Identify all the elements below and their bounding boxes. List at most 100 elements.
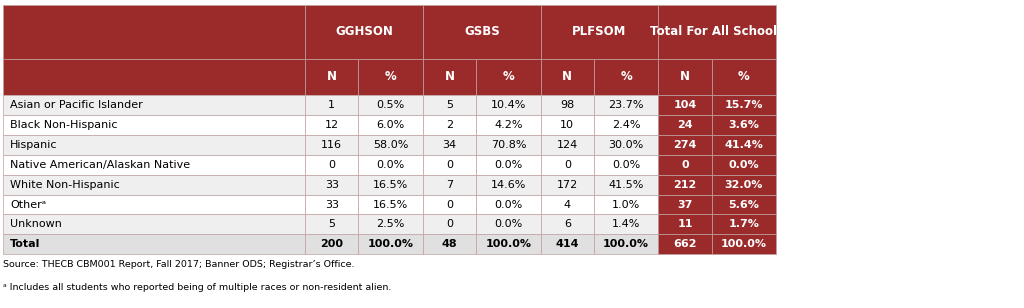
Bar <box>594 214 658 234</box>
Text: 414: 414 <box>556 239 579 249</box>
Bar <box>423 234 476 254</box>
Text: 16.5%: 16.5% <box>373 200 409 209</box>
Text: 11: 11 <box>677 219 693 229</box>
Bar <box>476 175 541 195</box>
Text: 0.5%: 0.5% <box>377 100 404 110</box>
Text: 0: 0 <box>446 200 453 209</box>
Bar <box>541 234 594 254</box>
Text: 12: 12 <box>325 120 339 130</box>
Bar <box>712 59 776 95</box>
Bar <box>423 195 476 214</box>
Text: Total For All Schools: Total For All Schools <box>650 25 784 38</box>
Bar <box>541 95 594 115</box>
Text: %: % <box>503 71 514 83</box>
Text: 200: 200 <box>321 239 343 249</box>
Text: 0: 0 <box>681 160 689 170</box>
Bar <box>423 214 476 234</box>
Text: 2.4%: 2.4% <box>612 120 640 130</box>
Bar <box>305 234 358 254</box>
Text: 0.0%: 0.0% <box>729 160 759 170</box>
Bar <box>594 175 658 195</box>
Bar <box>423 115 476 135</box>
Bar <box>541 155 594 175</box>
Text: %: % <box>385 71 396 83</box>
Text: 0: 0 <box>446 160 453 170</box>
Bar <box>541 5 658 59</box>
Bar <box>476 214 541 234</box>
Text: %: % <box>738 71 750 83</box>
Text: 14.6%: 14.6% <box>490 180 526 190</box>
Bar <box>423 175 476 195</box>
Bar <box>712 234 776 254</box>
Bar <box>658 115 712 135</box>
Bar <box>305 115 358 135</box>
Bar <box>305 155 358 175</box>
Bar <box>358 115 423 135</box>
Text: 41.5%: 41.5% <box>608 180 644 190</box>
Bar <box>658 135 712 155</box>
Bar <box>3 5 305 59</box>
Text: 5.6%: 5.6% <box>728 200 760 209</box>
Text: 34: 34 <box>442 140 457 150</box>
Text: GSBS: GSBS <box>464 25 500 38</box>
Text: 2: 2 <box>446 120 453 130</box>
Bar <box>423 59 476 95</box>
Bar <box>358 214 423 234</box>
Bar <box>358 195 423 214</box>
Bar <box>594 59 658 95</box>
Text: 33: 33 <box>325 200 339 209</box>
Bar <box>3 175 305 195</box>
Bar <box>476 59 541 95</box>
Bar <box>712 195 776 214</box>
Text: 41.4%: 41.4% <box>725 140 763 150</box>
Bar <box>712 155 776 175</box>
Bar <box>476 155 541 175</box>
Bar <box>358 135 423 155</box>
Text: Total: Total <box>10 239 41 249</box>
Bar <box>476 234 541 254</box>
Text: 58.0%: 58.0% <box>373 140 409 150</box>
Bar <box>3 135 305 155</box>
Bar <box>358 234 423 254</box>
Text: 30.0%: 30.0% <box>608 140 644 150</box>
Bar <box>358 95 423 115</box>
Text: ᵃ Includes all students who reported being of multiple races or non-resident ali: ᵃ Includes all students who reported bei… <box>3 283 391 292</box>
Bar <box>305 5 423 59</box>
Text: 7: 7 <box>446 180 453 190</box>
Text: 100.0%: 100.0% <box>721 239 767 249</box>
Bar <box>594 155 658 175</box>
Bar <box>594 115 658 135</box>
Bar <box>658 175 712 195</box>
Bar <box>305 195 358 214</box>
Bar <box>658 155 712 175</box>
Bar <box>476 195 541 214</box>
Bar <box>305 135 358 155</box>
Bar <box>305 175 358 195</box>
Bar <box>3 214 305 234</box>
Bar <box>541 135 594 155</box>
Bar <box>358 155 423 175</box>
Bar <box>712 95 776 115</box>
Text: 6.0%: 6.0% <box>377 120 404 130</box>
Text: 100.0%: 100.0% <box>368 239 414 249</box>
Bar <box>3 155 305 175</box>
Text: 0: 0 <box>564 160 570 170</box>
Bar <box>658 234 712 254</box>
Text: 4.2%: 4.2% <box>495 120 522 130</box>
Bar <box>594 95 658 115</box>
Text: 70.8%: 70.8% <box>490 140 526 150</box>
Text: 1.0%: 1.0% <box>612 200 640 209</box>
Bar <box>423 95 476 115</box>
Text: 1.7%: 1.7% <box>728 219 760 229</box>
Bar <box>541 195 594 214</box>
Text: Asian or Pacific Islander: Asian or Pacific Islander <box>10 100 143 110</box>
Text: 2.5%: 2.5% <box>377 219 404 229</box>
Bar <box>3 234 305 254</box>
Text: 3.6%: 3.6% <box>728 120 760 130</box>
Text: 0.0%: 0.0% <box>495 160 522 170</box>
Text: 37: 37 <box>677 200 693 209</box>
Text: Source: THECB CBM001 Report, Fall 2017; Banner ODS; Registrar’s Office.: Source: THECB CBM001 Report, Fall 2017; … <box>3 260 354 269</box>
Text: 4: 4 <box>564 200 570 209</box>
Text: 124: 124 <box>557 140 578 150</box>
Bar <box>658 195 712 214</box>
